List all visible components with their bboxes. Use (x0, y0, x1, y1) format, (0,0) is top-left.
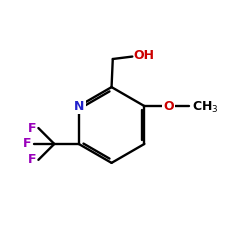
Text: O: O (164, 100, 174, 112)
Text: OH: OH (134, 49, 154, 62)
Text: F: F (28, 122, 36, 134)
Text: F: F (22, 138, 31, 150)
Text: N: N (74, 100, 84, 112)
Text: CH$_3$: CH$_3$ (192, 100, 218, 115)
Text: F: F (28, 153, 36, 166)
